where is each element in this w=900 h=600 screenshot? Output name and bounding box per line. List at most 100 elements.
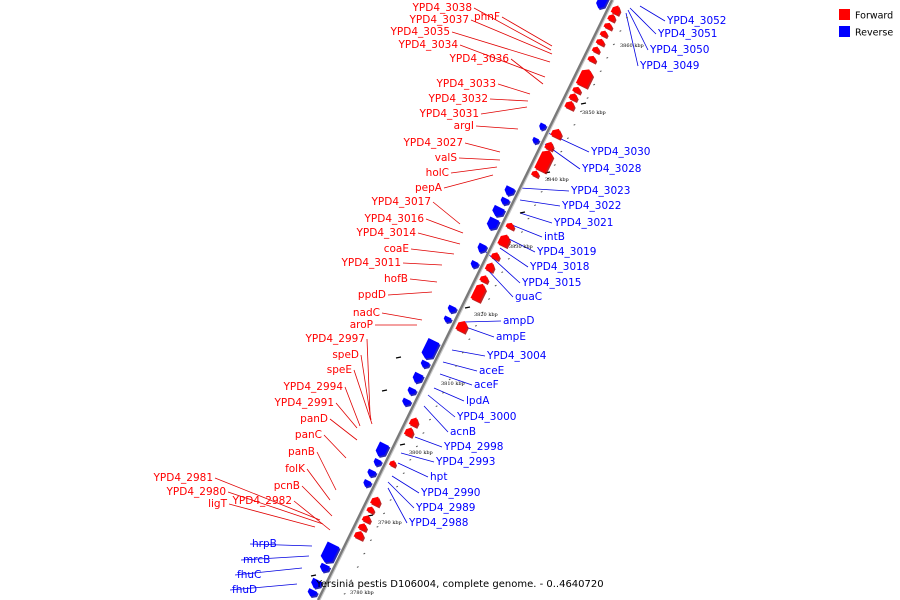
forward-gene-arrow[interactable] bbox=[603, 22, 613, 30]
gene-label-pepa[interactable]: pepA bbox=[415, 182, 443, 194]
forward-gene-arrow[interactable] bbox=[361, 515, 371, 524]
reverse-gene-arrow[interactable] bbox=[492, 204, 505, 217]
gene-label-ypd4-3036[interactable]: YPD4_3036 bbox=[449, 53, 510, 65]
gene-label-folk[interactable]: folK bbox=[285, 463, 306, 475]
gene-label-acef[interactable]: aceF bbox=[474, 379, 499, 391]
gene-label-ypd4-2994[interactable]: YPD4_2994 bbox=[283, 381, 344, 393]
gene-label-vals[interactable]: valS bbox=[435, 152, 458, 164]
gene-label-ypd4-3051[interactable]: YPD4_3051 bbox=[657, 28, 717, 40]
gene-label-panc[interactable]: panC bbox=[295, 429, 322, 441]
gene-label-coae[interactable]: coaE bbox=[384, 243, 409, 255]
forward-gene-arrow[interactable] bbox=[366, 506, 375, 514]
gene-label-ypd4-3050[interactable]: YPD4_3050 bbox=[649, 44, 709, 56]
forward-gene-arrow[interactable] bbox=[470, 283, 486, 303]
gene-label-ypd4-2990[interactable]: YPD4_2990 bbox=[420, 487, 480, 499]
forward-gene-arrow[interactable] bbox=[607, 14, 616, 22]
gene-label-fhuc[interactable]: fhuC bbox=[237, 569, 261, 581]
forward-gene-arrow[interactable] bbox=[353, 531, 364, 541]
forward-gene-arrow[interactable] bbox=[550, 128, 562, 140]
gene-label-ypd4-3019[interactable]: YPD4_3019 bbox=[536, 246, 596, 258]
forward-gene-arrow[interactable] bbox=[599, 30, 608, 38]
reverse-gene-arrow[interactable] bbox=[504, 185, 515, 196]
reverse-gene-arrow[interactable] bbox=[407, 386, 417, 395]
gene-label-ampe[interactable]: ampE bbox=[496, 331, 526, 343]
gene-label-mrcb[interactable]: mrcB bbox=[243, 554, 270, 566]
reverse-gene-arrow[interactable] bbox=[307, 588, 318, 597]
gene-label-pcnb[interactable]: pcnB bbox=[274, 480, 300, 492]
gene-label-panb[interactable]: panB bbox=[288, 446, 315, 458]
gene-label-ypd4-2991[interactable]: YPD4_2991 bbox=[274, 397, 334, 409]
forward-gene-arrow[interactable] bbox=[370, 496, 381, 507]
gene-label-ypd4-3031[interactable]: YPD4_3031 bbox=[419, 108, 479, 120]
reverse-gene-arrow[interactable] bbox=[447, 304, 457, 313]
gene-label-acnb[interactable]: acnB bbox=[450, 426, 476, 438]
gene-label-ypd4-3035[interactable]: YPD4_3035 bbox=[390, 26, 450, 38]
reverse-gene-arrow[interactable] bbox=[402, 397, 412, 406]
gene-label-ypd4-3011[interactable]: YPD4_3011 bbox=[341, 257, 401, 269]
forward-gene-arrow[interactable] bbox=[408, 417, 419, 428]
gene-label-ypd4-3015[interactable]: YPD4_3015 bbox=[521, 277, 581, 289]
gene-label-ypd4-3030[interactable]: YPD4_3030 bbox=[590, 146, 650, 158]
gene-label-ypd4-3032[interactable]: YPD4_3032 bbox=[428, 93, 488, 105]
forward-gene-arrow[interactable] bbox=[591, 46, 600, 54]
gene-label-ypd4-2981[interactable]: YPD4_2981 bbox=[153, 472, 213, 484]
gene-label-ypd4-3022[interactable]: YPD4_3022 bbox=[561, 200, 621, 212]
gene-label-sped[interactable]: speD bbox=[332, 349, 359, 361]
gene-label-ypd4-3023[interactable]: YPD4_3023 bbox=[570, 185, 630, 197]
gene-label-ypd4-3004[interactable]: YPD4_3004 bbox=[486, 350, 547, 362]
gene-label-ampd[interactable]: ampD bbox=[503, 315, 534, 327]
reverse-gene-arrow[interactable] bbox=[320, 541, 340, 563]
reverse-gene-arrow[interactable] bbox=[412, 371, 424, 383]
reverse-gene-arrow[interactable] bbox=[470, 260, 479, 268]
gene-label-ypd4-3021[interactable]: YPD4_3021 bbox=[553, 217, 613, 229]
gene-label-lpda[interactable]: lpdA bbox=[466, 395, 490, 407]
reverse-gene-arrow[interactable] bbox=[443, 315, 452, 323]
reverse-gene-arrow[interactable] bbox=[420, 359, 430, 368]
forward-gene-arrow[interactable] bbox=[388, 460, 396, 468]
gene-label-ypd4-3014[interactable]: YPD4_3014 bbox=[356, 227, 417, 239]
forward-gene-arrow[interactable] bbox=[572, 86, 581, 94]
forward-gene-arrow[interactable] bbox=[575, 69, 593, 89]
gene-label-ypd4-2998[interactable]: YPD4_2998 bbox=[443, 441, 503, 453]
forward-gene-arrow[interactable] bbox=[595, 38, 605, 46]
forward-gene-arrow[interactable] bbox=[530, 170, 539, 178]
forward-gene-arrow[interactable] bbox=[564, 101, 575, 111]
reverse-gene-arrow[interactable] bbox=[477, 242, 487, 253]
gene-label-ypd4-3028[interactable]: YPD4_3028 bbox=[581, 163, 641, 175]
gene-label-ypd4-3018[interactable]: YPD4_3018 bbox=[529, 261, 589, 273]
forward-gene-arrow[interactable] bbox=[534, 150, 554, 173]
reverse-gene-arrow[interactable] bbox=[375, 441, 390, 457]
gene-label-argi[interactable]: argI bbox=[454, 120, 474, 132]
gene-label-pand[interactable]: panD bbox=[300, 413, 328, 425]
forward-gene-arrow[interactable] bbox=[484, 262, 495, 273]
forward-gene-arrow[interactable] bbox=[357, 523, 367, 532]
gene-label-ypd4-3000[interactable]: YPD4_3000 bbox=[456, 411, 516, 423]
forward-gene-arrow[interactable] bbox=[568, 93, 578, 102]
gene-label-hpt[interactable]: hpt bbox=[430, 471, 447, 483]
gene-label-ppdd[interactable]: ppdD bbox=[358, 289, 386, 301]
gene-label-nadc[interactable]: nadC bbox=[353, 307, 380, 319]
reverse-gene-arrow[interactable] bbox=[596, 0, 608, 9]
gene-label-spee[interactable]: speE bbox=[327, 364, 352, 376]
forward-gene-arrow[interactable] bbox=[403, 427, 414, 438]
reverse-gene-arrow[interactable] bbox=[539, 122, 547, 131]
gene-label-ypd4-2997[interactable]: YPD4_2997 bbox=[305, 333, 365, 345]
forward-gene-arrow[interactable] bbox=[497, 234, 510, 248]
gene-label-acee[interactable]: aceE bbox=[479, 365, 504, 377]
gene-label-hofb[interactable]: hofB bbox=[384, 273, 408, 285]
gene-label-guac[interactable]: guaC bbox=[515, 291, 542, 303]
gene-label-ypd4-2980[interactable]: YPD4_2980 bbox=[166, 486, 226, 498]
reverse-gene-arrow[interactable] bbox=[421, 337, 440, 359]
gene-label-ypd4-3016[interactable]: YPD4_3016 bbox=[364, 213, 425, 225]
reverse-gene-arrow[interactable] bbox=[319, 562, 330, 572]
gene-label-phnf[interactable]: phnF bbox=[474, 11, 500, 23]
gene-label-ypd4-3033[interactable]: YPD4_3033 bbox=[436, 78, 496, 90]
forward-gene-arrow[interactable] bbox=[490, 252, 500, 261]
forward-gene-arrow[interactable] bbox=[505, 222, 515, 230]
gene-label-ypd4-3037[interactable]: YPD4_3037 bbox=[409, 14, 469, 26]
gene-label-hrpb[interactable]: hrpB bbox=[252, 538, 277, 550]
reverse-gene-arrow[interactable] bbox=[367, 468, 377, 477]
gene-label-fhud[interactable]: fhuD bbox=[232, 584, 257, 596]
gene-label-ypd4-2988[interactable]: YPD4_2988 bbox=[408, 517, 468, 529]
gene-label-holc[interactable]: holC bbox=[426, 167, 449, 179]
